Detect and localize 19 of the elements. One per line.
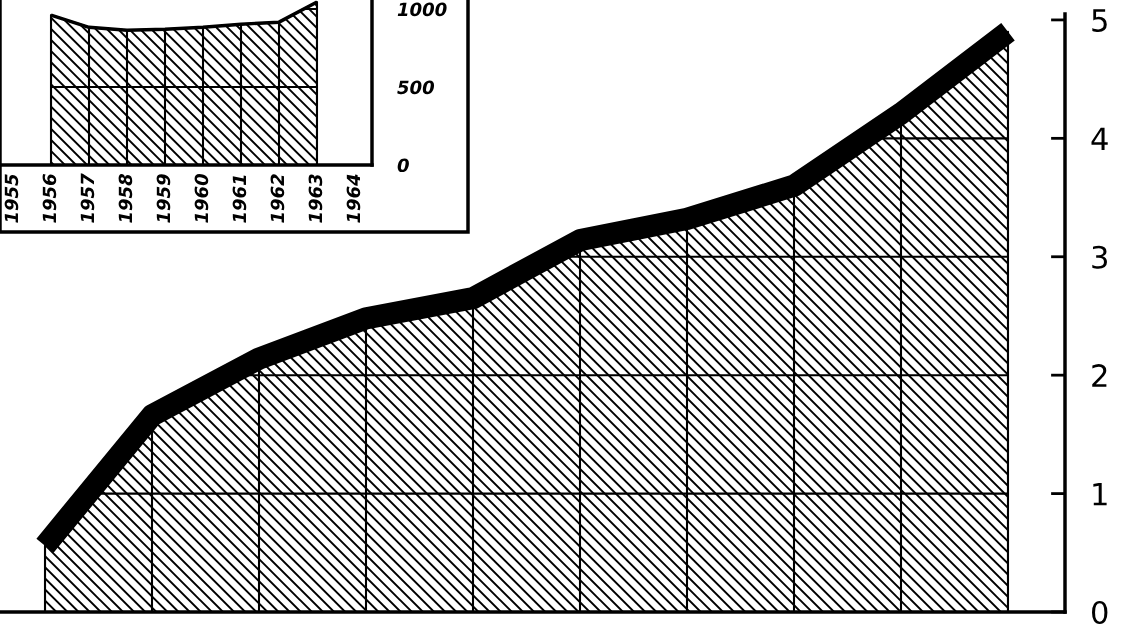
y-tick-label: 0 [397,158,409,173]
x-tick-label: 1959 [156,174,171,223]
x-tick-label: 1958 [118,173,133,223]
x-tick-label: 1955 [4,174,19,223]
x-tick-label: 1960 [194,173,209,223]
y-tick-label: 3 [1092,245,1107,269]
y-tick-label: 1000 [397,2,447,17]
x-tick-label: 1962 [270,174,285,223]
x-tick-label: 1956 [42,173,57,223]
y-tick-label: 1 [1093,482,1107,506]
y-tick-label: 500 [397,80,435,95]
y-tick-label: 0 [1092,600,1108,625]
y-tick-label: 5 [1092,9,1107,32]
y-tick-label: 2 [1092,364,1107,387]
y-tick-label: 4 [1091,127,1108,150]
x-tick-label: 1961 [232,175,247,223]
x-tick-label: 1957 [80,173,95,223]
x-tick-label: 1964 [346,174,361,223]
x-tick-label: 1963 [308,174,323,223]
